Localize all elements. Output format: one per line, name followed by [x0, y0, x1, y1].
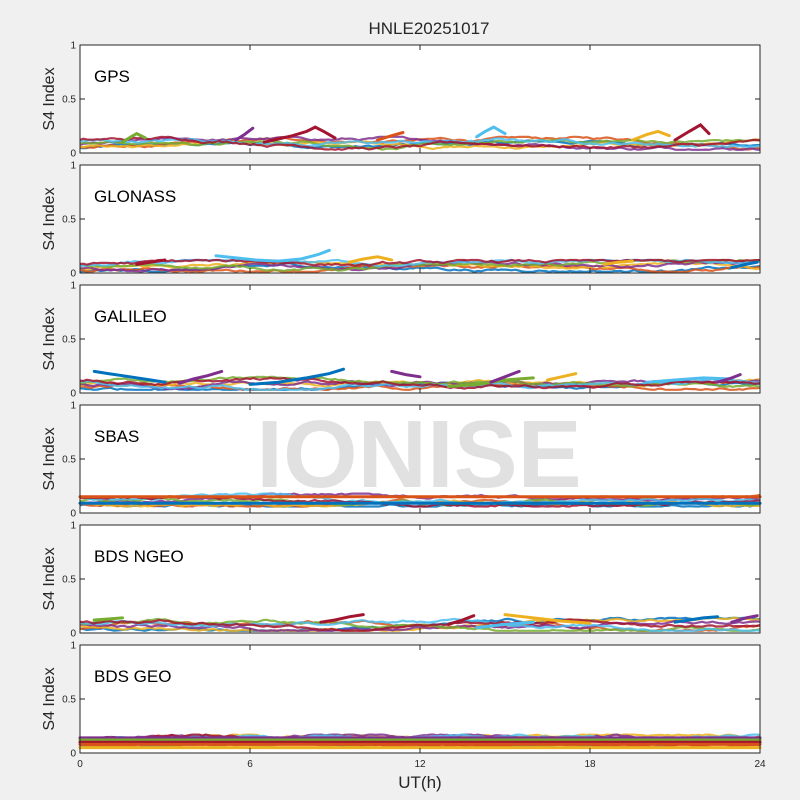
plot-frame	[79, 44, 761, 154]
y-tick-label: 1	[70, 641, 76, 652]
panel-label: BDS NGEO	[94, 547, 184, 566]
series-track-2	[177, 369, 224, 385]
noise-track	[79, 138, 761, 151]
y-axis-label: S4 Index	[41, 427, 58, 490]
y-tick-label: 0.5	[62, 455, 76, 466]
panels-group: 0 0.5 1 GPS S4 Index 0 0.5 1 GLONASS S4 Index 0 0.5…	[41, 41, 766, 771]
x-tick-label: 24	[754, 759, 766, 770]
series-track-4	[673, 123, 711, 142]
series-track-7	[546, 372, 578, 382]
series-track-5	[673, 615, 719, 624]
series-track-6	[92, 616, 124, 622]
x-tick-label: 6	[247, 759, 253, 770]
y-tick-label: 1	[70, 41, 76, 52]
panel-6: 0 0.5 1 0 6 12 18 24 BDS GEO S4 Index	[41, 641, 766, 771]
series-track-2	[234, 126, 255, 142]
noise-track	[79, 617, 761, 632]
series-track-5	[631, 129, 671, 142]
plot-area	[79, 164, 761, 274]
series-track-1	[92, 369, 167, 384]
y-axis-label: S4 Index	[41, 187, 58, 250]
plot-area	[79, 284, 761, 394]
plot-frame	[79, 164, 761, 274]
x-axis-label: UT(h)	[398, 773, 441, 792]
y-axis-label: S4 Index	[41, 547, 58, 610]
panel-2: 0 0.5 1 GLONASS S4 Index	[41, 161, 761, 280]
plot-frame	[79, 644, 761, 754]
y-tick-label: 0	[70, 509, 76, 520]
y-tick-label: 0	[70, 149, 76, 160]
watermark: IONISE	[256, 401, 581, 508]
plot-area	[79, 524, 761, 634]
series-track-1	[214, 248, 331, 263]
y-tick-label: 0	[70, 389, 76, 400]
x-tick-label: 0	[77, 759, 83, 770]
plot-frame	[79, 284, 761, 394]
y-tick-label: 1	[70, 161, 76, 172]
series-track-3	[475, 125, 507, 139]
x-tick-label: 18	[584, 759, 596, 770]
series-track-2	[446, 614, 476, 626]
series-track-4	[390, 369, 422, 379]
panel-1: 0 0.5 1 GPS S4 Index	[41, 41, 761, 160]
plot-frame	[79, 404, 761, 514]
y-tick-label: 0.5	[62, 695, 76, 706]
noise-track	[79, 618, 761, 632]
y-axis-label: S4 Index	[41, 307, 58, 370]
series-track-3	[248, 367, 345, 386]
series-track-5	[730, 260, 759, 270]
series-track-3	[503, 613, 592, 625]
y-tick-label: 1	[70, 281, 76, 292]
y-axis-label: S4 Index	[41, 67, 58, 130]
panel-label: GALILEO	[94, 307, 167, 326]
y-tick-label: 1	[70, 401, 76, 412]
plot-frame	[79, 524, 761, 634]
noise-track	[79, 258, 761, 267]
plot-area	[79, 44, 761, 154]
y-tick-label: 0	[70, 269, 76, 280]
y-tick-label: 1	[70, 521, 76, 532]
series-track-4	[602, 259, 634, 266]
panel-label: SBAS	[94, 427, 139, 446]
noise-track	[79, 619, 761, 632]
noise-track	[79, 135, 761, 151]
panel-label: BDS GEO	[94, 667, 171, 686]
y-tick-label: 0.5	[62, 335, 76, 346]
panel-3: 0 0.5 1 GALILEO S4 Index	[41, 281, 761, 400]
series-track-2	[347, 255, 394, 264]
chart-title: HNLE20251017	[369, 19, 490, 38]
noise-band	[79, 258, 761, 274]
noise-track	[79, 137, 761, 149]
series-track-7	[730, 614, 759, 624]
series-track-6	[121, 131, 147, 144]
panel-label: GLONASS	[94, 187, 176, 206]
series-track-4	[475, 620, 535, 630]
y-tick-label: 0	[70, 629, 76, 640]
noise-band	[79, 135, 761, 151]
y-tick-label: 0	[70, 749, 76, 760]
series-track-6	[489, 369, 521, 384]
y-tick-label: 0.5	[62, 575, 76, 586]
y-tick-label: 0.5	[62, 215, 76, 226]
y-tick-label: 0.5	[62, 95, 76, 106]
y-axis-label: S4 Index	[41, 667, 58, 730]
series-track-7	[376, 131, 405, 142]
series-track-3	[135, 258, 167, 266]
series-track-1	[262, 125, 337, 144]
noise-band	[79, 616, 761, 632]
series-track-8	[645, 376, 734, 384]
noise-band	[79, 375, 761, 391]
series-track-9	[716, 373, 742, 384]
x-tick-label: 12	[414, 759, 426, 770]
panel-4: 0 0.5 1 SBAS S4 Index	[41, 401, 762, 520]
panel-label: GPS	[94, 67, 130, 86]
panel-5: 0 0.5 1 BDS NGEO S4 Index	[41, 521, 761, 640]
series-track-1	[319, 613, 365, 624]
